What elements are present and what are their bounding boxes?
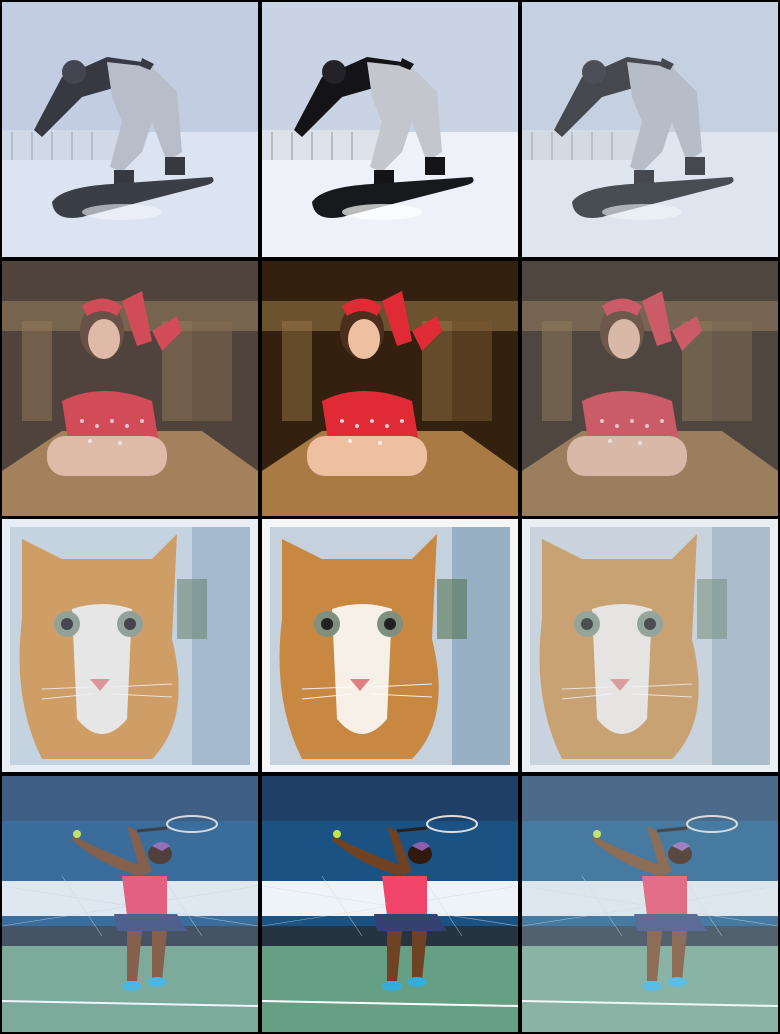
tennis-player-image-variant-3 — [522, 776, 778, 1032]
snowboarder-image-variant-1 — [2, 2, 258, 257]
kitten-image-variant-1 — [2, 519, 258, 772]
kitten-image-variant-3 — [522, 519, 778, 772]
tennis-player-image-variant-2 — [262, 776, 518, 1032]
pinup-woman-image-variant-2 — [262, 261, 518, 516]
kitten-image-variant-2 — [262, 519, 518, 772]
pinup-woman-image-variant-3 — [522, 261, 778, 516]
snowboarder-image-variant-3 — [522, 2, 778, 257]
tennis-player-image-variant-1 — [2, 776, 258, 1032]
snowboarder-image-variant-2 — [262, 2, 518, 257]
pinup-woman-image-variant-1 — [2, 261, 258, 516]
